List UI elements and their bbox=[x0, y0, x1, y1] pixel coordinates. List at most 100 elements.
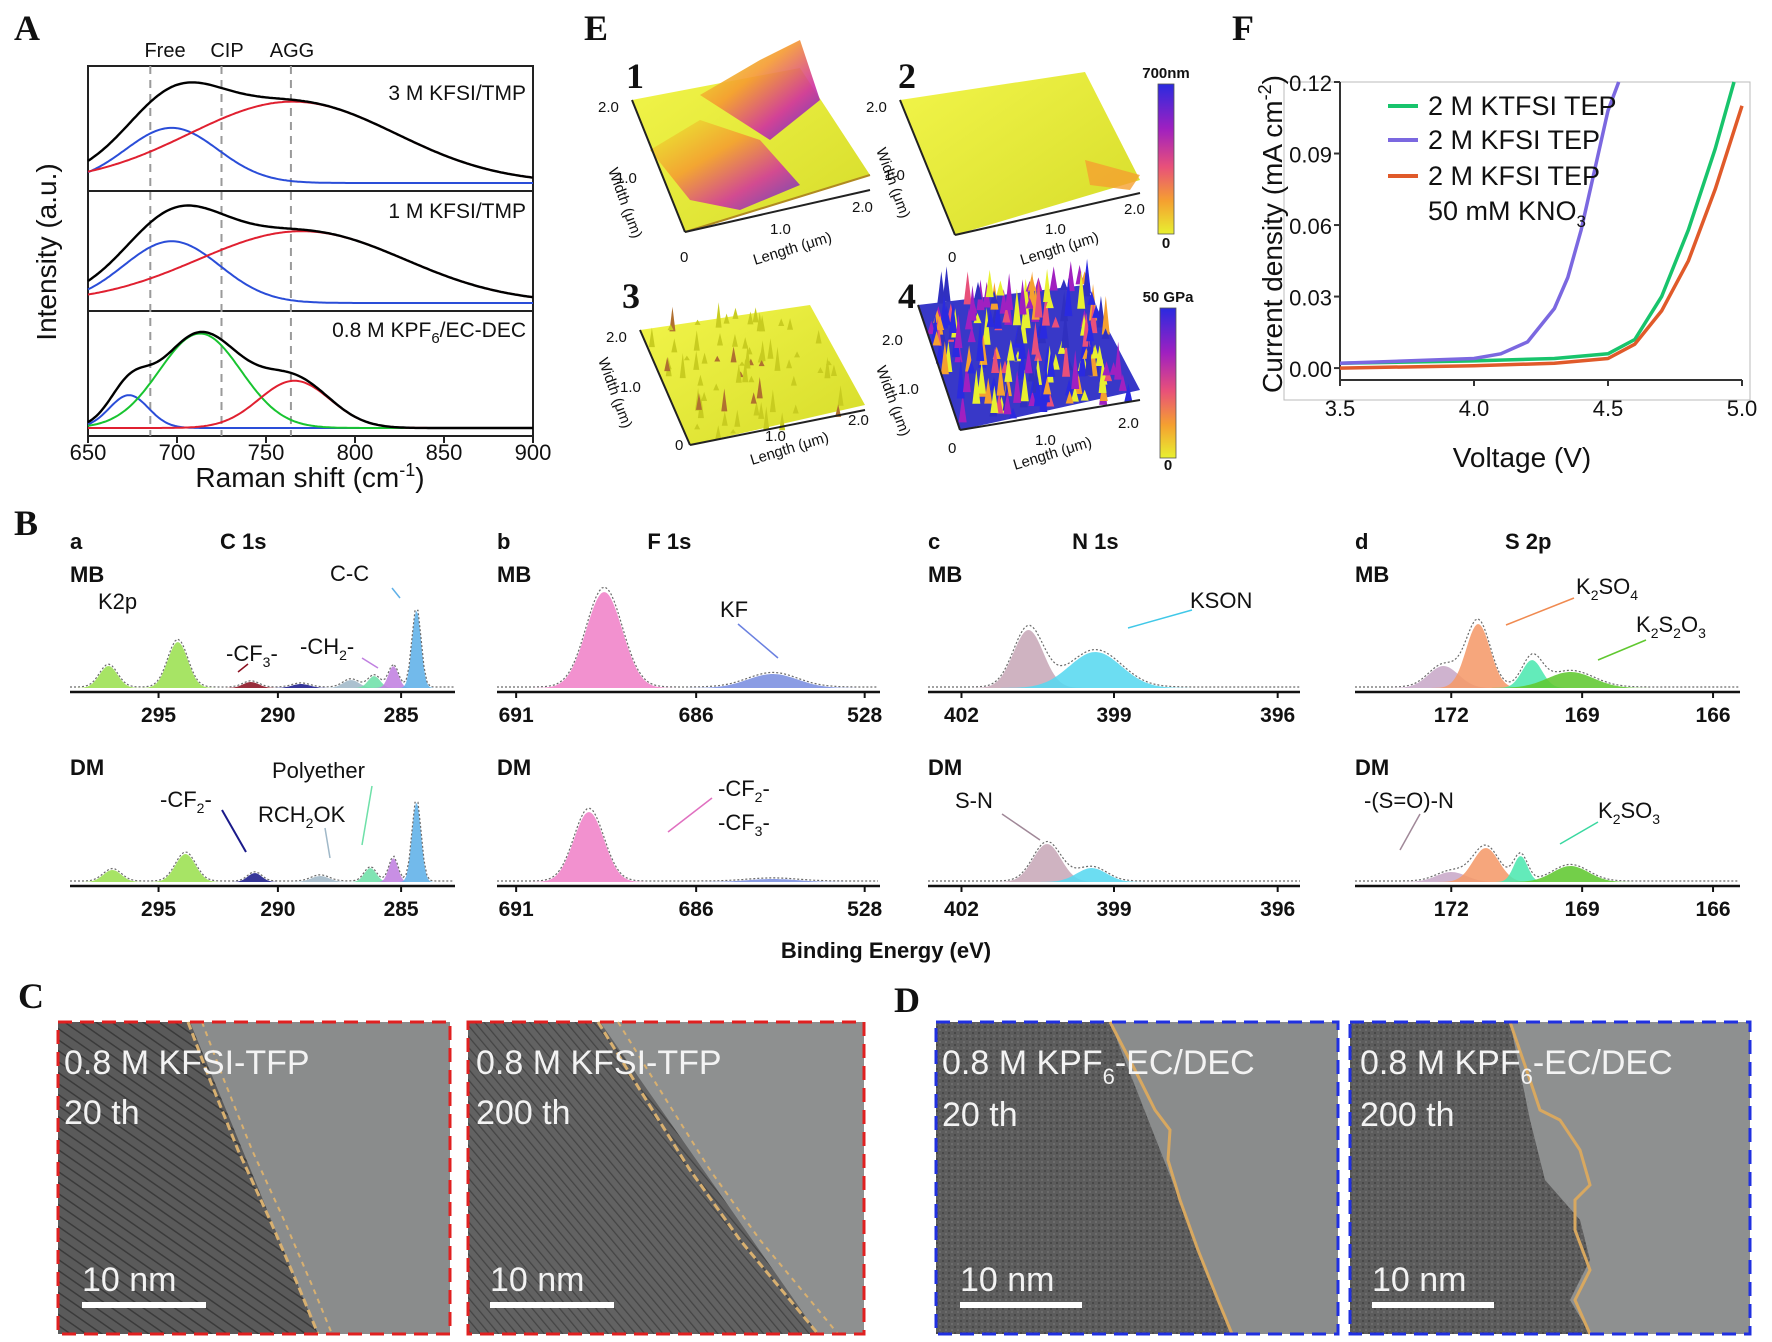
xps-sub-d: d bbox=[1355, 529, 1368, 554]
afm4-spike bbox=[996, 280, 1005, 296]
panel-a-guides bbox=[149, 66, 292, 436]
panel-a-xticks: 650 700 750 800 850 900 bbox=[70, 436, 552, 465]
xps-peak-a-0-1 bbox=[70, 642, 455, 688]
afm-1-tick-x2: 2.0 bbox=[852, 199, 873, 216]
afm4-spike bbox=[977, 361, 986, 394]
panel-c-letter: C bbox=[18, 976, 44, 1016]
afm4-spike bbox=[1003, 391, 1012, 415]
arrow-cc bbox=[391, 587, 401, 599]
xps-peak-a-0-5 bbox=[70, 676, 455, 688]
xps-tick-c-1-1: 399 bbox=[1096, 898, 1131, 921]
afm3-spike bbox=[792, 404, 799, 414]
afm4-spike bbox=[1065, 378, 1074, 396]
afm4-spike bbox=[1124, 383, 1133, 402]
afm-spikes-4 bbox=[927, 258, 1133, 423]
a-sub3-label: 0.8 M KPF6/EC-DEC bbox=[332, 319, 526, 347]
ann-k2s2o3: K2S2O3 bbox=[1636, 612, 1706, 641]
xps-envelope-b-0 bbox=[497, 586, 878, 688]
ann-k2so4: K2SO4 bbox=[1576, 574, 1638, 603]
afm4-spike bbox=[974, 281, 983, 300]
afm3-spike bbox=[694, 319, 701, 325]
afm4-spike bbox=[936, 315, 945, 331]
tem-image-c1: 0.8 M KFSI-TFP 20 th 10 nm bbox=[56, 1020, 452, 1336]
afm4-spike bbox=[1051, 316, 1060, 328]
afm4-spike bbox=[1020, 369, 1029, 402]
afm4-spike bbox=[937, 271, 946, 304]
afm-surface-2 bbox=[900, 72, 1140, 235]
xps-peak-a-0-4 bbox=[70, 680, 455, 688]
a-sub3-total-curve bbox=[87, 330, 533, 430]
afm4-spike bbox=[1012, 288, 1021, 326]
xps-row-dm-c: DM bbox=[928, 755, 962, 780]
afm3-spike bbox=[748, 375, 755, 383]
tem-c2-sei-boundary bbox=[596, 1021, 820, 1335]
afm-xaxis-3 bbox=[689, 409, 866, 446]
ann-kson: KSON bbox=[1190, 588, 1252, 613]
xps-tick-c-1-0: 402 bbox=[944, 898, 979, 921]
xps-title-d: S 2p bbox=[1505, 529, 1551, 554]
afm4-spike bbox=[976, 321, 985, 362]
panel-b-xlabel: Binding Energy (eV) bbox=[781, 938, 991, 963]
afm4-spike bbox=[1065, 390, 1074, 404]
xps-tick-d-1-1: 169 bbox=[1565, 898, 1600, 921]
afm4-spike bbox=[1059, 279, 1068, 291]
afm4-spike bbox=[1024, 347, 1033, 374]
afm3-spike bbox=[721, 388, 728, 412]
afm3-spike bbox=[758, 360, 765, 367]
afm4-spike bbox=[940, 341, 949, 375]
afm3-spike bbox=[787, 318, 794, 330]
afm4-spike bbox=[963, 271, 972, 305]
xps-tick-b-1-2: 528 bbox=[847, 898, 882, 921]
afm4-spike bbox=[935, 339, 944, 364]
afm4-spike bbox=[1091, 344, 1100, 359]
afm4-spike bbox=[1005, 273, 1014, 311]
afm-3-length-label: Length (μm) bbox=[748, 429, 831, 469]
afm-4-tick-0: 0 bbox=[948, 440, 956, 457]
afm4-spike bbox=[956, 358, 965, 399]
arrow-kson bbox=[1127, 609, 1193, 629]
afm4-spike bbox=[1022, 293, 1031, 329]
afm3-spike bbox=[774, 346, 781, 371]
arrow-son bbox=[1399, 813, 1421, 851]
panel-c: C 0.8 M KFSI-TFP 20 th 10 nm 0.8 M KFSI-… bbox=[18, 976, 866, 1336]
tem-c1-vacuum bbox=[190, 1022, 450, 1334]
afm4-spike bbox=[1004, 355, 1013, 382]
afm3-spike bbox=[750, 392, 757, 404]
panel-d: D 0.8 M KPF6-EC/DEC 20 th 10 nm 0.8 M KP… bbox=[894, 980, 1752, 1336]
xps-peak-a-0-2 bbox=[70, 682, 455, 688]
xps-peak-a-1-0 bbox=[70, 870, 455, 882]
a-sub1-total-curve bbox=[87, 81, 534, 179]
afm4-spike bbox=[1064, 277, 1073, 317]
afm3-spike bbox=[824, 356, 831, 379]
afm3-spike bbox=[752, 307, 759, 323]
xps-tick-d-1-2: 166 bbox=[1696, 898, 1731, 921]
f-series-2 bbox=[1339, 105, 1744, 370]
xps-peak-c-0-1 bbox=[928, 652, 1300, 688]
afm-4-width-label: Width (μm) bbox=[872, 364, 913, 439]
f-xtick-label-2: 4.5 bbox=[1593, 396, 1624, 421]
a-xtick-label-5: 900 bbox=[515, 440, 552, 465]
panel-f-letter: F bbox=[1232, 8, 1254, 48]
xps-sub-b: b bbox=[497, 529, 510, 554]
afm3-spike bbox=[817, 367, 824, 374]
afm4-spike bbox=[1096, 295, 1105, 328]
xps-envelope-c-0 bbox=[928, 624, 1300, 688]
legend-kno3-line: 50 mM KNO3 bbox=[1428, 196, 1586, 231]
afm3-spike bbox=[715, 425, 722, 440]
afm3-spike bbox=[730, 346, 737, 363]
xps-peak-c-0-0 bbox=[928, 630, 1300, 688]
afm3-spike bbox=[713, 383, 720, 391]
xps-row-mb-a: MB bbox=[70, 562, 104, 587]
afm3-spike bbox=[794, 351, 801, 358]
f-xtick-label-1: 4.0 bbox=[1459, 396, 1490, 421]
afm3-spike bbox=[694, 423, 701, 430]
panel-d-letter: D bbox=[894, 980, 920, 1020]
tem-d1-scale-text: 10 nm bbox=[960, 1261, 1055, 1299]
afm-1-tick-2: 2.0 bbox=[598, 99, 619, 116]
afm3-spike bbox=[701, 352, 708, 364]
afm4-spike bbox=[1077, 270, 1086, 309]
xps-envelope-d-1 bbox=[1355, 844, 1739, 882]
afm4-spike bbox=[986, 309, 995, 328]
afm4-spike bbox=[1084, 338, 1093, 376]
afm4-spike bbox=[1049, 266, 1058, 291]
